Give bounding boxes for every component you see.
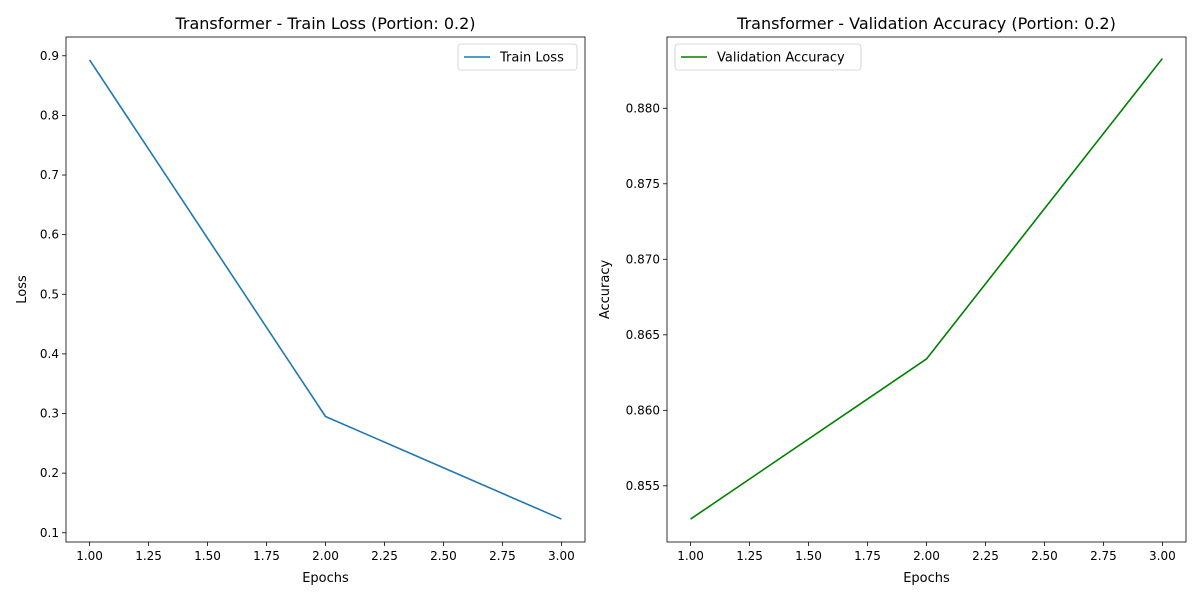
x-tick-label: 1.25 xyxy=(736,549,763,563)
plot-area xyxy=(65,36,586,543)
legend-box xyxy=(457,43,578,71)
chart-title: Transformer - Train Loss (Portion: 0.2) xyxy=(174,14,475,33)
x-tick-label: 2.25 xyxy=(972,549,999,563)
x-tick-label: 1.00 xyxy=(677,549,704,563)
y-axis-label: Loss xyxy=(15,275,30,304)
legend-label: Validation Accuracy xyxy=(717,51,845,66)
y-tick-label: 0.6 xyxy=(40,228,59,242)
x-tick-label: 1.25 xyxy=(135,549,162,563)
legend-box xyxy=(674,43,862,71)
y-tick-label: 0.5 xyxy=(40,287,59,301)
x-tick-label: 2.75 xyxy=(1090,549,1117,563)
legend-label: Train Loss xyxy=(499,51,564,66)
plot-area xyxy=(666,36,1187,543)
y-tick-label: 0.880 xyxy=(626,101,660,115)
x-tick-label: 1.50 xyxy=(795,549,822,563)
x-tick-label: 1.00 xyxy=(76,549,103,563)
x-tick-label: 2.50 xyxy=(1031,549,1058,563)
x-tick-label: 2.00 xyxy=(913,549,940,563)
y-tick-label: 0.3 xyxy=(40,407,59,421)
y-tick-label: 0.870 xyxy=(626,252,660,266)
y-tick-label: 0.875 xyxy=(626,177,660,191)
train-loss-chart: Transformer - Train Loss (Portion: 0.2) 1… xyxy=(15,14,586,586)
y-tick-label: 0.860 xyxy=(626,403,660,417)
y-tick-label: 0.855 xyxy=(626,479,660,493)
x-tick-label: 3.00 xyxy=(548,549,575,563)
x-tick-label: 2.00 xyxy=(312,549,339,563)
y-tick-label: 0.865 xyxy=(626,328,660,342)
y-tick-label: 0.7 xyxy=(40,168,59,182)
y-tick-label: 0.4 xyxy=(40,347,59,361)
x-axis-label: Epochs xyxy=(903,571,950,586)
y-tick-label: 0.8 xyxy=(40,108,59,122)
x-tick-label: 2.25 xyxy=(371,549,398,563)
x-tick-label: 2.50 xyxy=(430,549,457,563)
x-tick-label: 2.75 xyxy=(489,549,516,563)
y-tick-label: 0.9 xyxy=(40,49,59,63)
x-tick-label: 1.75 xyxy=(854,549,881,563)
series-line-0 xyxy=(690,57,1164,520)
x-axis-label: Epochs xyxy=(302,571,349,586)
x-tick-label: 1.50 xyxy=(194,549,221,563)
chart-title: Transformer - Validation Accuracy (Porti… xyxy=(736,14,1116,33)
series-line-0 xyxy=(88,59,562,520)
legend: Validation Accuracy xyxy=(674,43,862,71)
validation-accuracy-chart: Transformer - Validation Accuracy (Porti… xyxy=(598,14,1187,586)
y-tick-label: 0.2 xyxy=(40,466,59,480)
y-axis-label: Accuracy xyxy=(598,260,613,320)
legend: Train Loss xyxy=(457,43,578,71)
x-tick-label: 1.75 xyxy=(253,549,280,563)
x-tick-label: 3.00 xyxy=(1149,549,1176,563)
y-tick-label: 0.1 xyxy=(40,526,59,540)
